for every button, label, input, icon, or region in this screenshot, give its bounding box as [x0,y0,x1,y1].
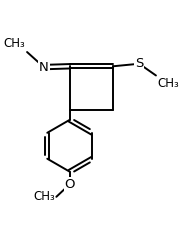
Text: O: O [64,178,75,191]
Text: CH₃: CH₃ [158,77,179,90]
Text: CH₃: CH₃ [4,37,25,50]
Text: CH₃: CH₃ [33,190,55,203]
Text: S: S [135,57,143,70]
Text: N: N [39,61,49,74]
